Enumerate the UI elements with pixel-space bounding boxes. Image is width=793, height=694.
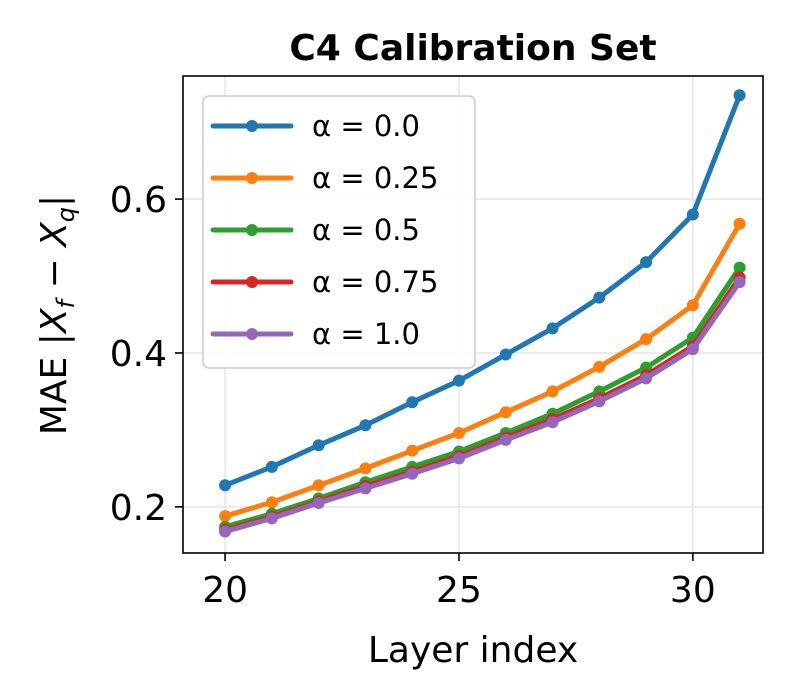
legend-marker [246,328,258,340]
y-axis-label: MAE |Xf − Xq| [34,195,80,435]
data-point [499,406,512,419]
x-tick-label: 20 [202,570,248,611]
series-line [222,92,743,488]
data-point [593,291,606,304]
data-point [640,256,653,269]
data-point [359,419,372,432]
data-point [686,299,699,312]
x-tick-label: 30 [670,570,716,611]
legend-item: α = 1.0 [210,317,420,351]
legend-item: α = 0.0 [210,109,420,143]
legend-item: α = 0.75 [210,265,438,299]
series-1 [219,217,746,523]
legend-label: α = 0.0 [312,109,420,143]
legend-box [202,95,476,369]
legend-label: α = 1.0 [312,317,420,351]
chart-title: C4 Calibration Set [289,28,656,69]
data-point [640,333,653,346]
data-point [546,322,559,335]
plot-frame [182,75,764,554]
data-point [312,479,325,492]
series-line [222,279,743,534]
data-point [312,439,325,452]
legend-label: α = 0.75 [312,265,438,299]
legend-item: α = 0.25 [210,161,438,195]
data-point [686,343,699,356]
data-point [546,416,559,429]
y-tick-label: 0.6 [110,180,167,221]
data-point [499,433,512,446]
data-point [546,385,559,398]
data-point [219,510,232,523]
data-point [686,208,699,221]
legend-item: α = 0.5 [210,213,420,247]
legend-label: α = 0.25 [312,161,438,195]
legend-marker [246,276,258,288]
data-point [640,372,653,385]
data-point [406,396,419,409]
data-point [452,452,465,465]
data-point [406,444,419,457]
x-tick-label: 25 [436,570,482,611]
series-line [222,265,743,530]
data-point [733,261,746,274]
data-point [219,525,232,538]
y-tick-label: 0.2 [110,488,167,529]
data-point [406,467,419,480]
series-4 [219,276,746,538]
data-point [452,426,465,439]
legend: α = 0.0 α = 0.25 α = 0.5 α = 0.75 α = 1.0 [202,95,476,369]
series-0 [219,89,746,492]
data-point [733,217,746,230]
legend-marker [246,224,258,236]
legend-marker [246,120,258,132]
series-line [222,221,743,519]
data-point [265,496,278,509]
data-point [359,462,372,475]
data-point [219,479,232,492]
data-point [312,496,325,509]
data-point [593,395,606,408]
data-point [499,348,512,361]
series-lines [219,89,746,538]
y-tick-label: 0.4 [110,334,167,375]
data-point [593,360,606,373]
data-point [733,89,746,102]
axis-ticks: 20 25 30 0.2 0.4 0.6 [110,180,716,611]
data-point [452,374,465,387]
x-axis-label: Layer index [368,630,578,671]
legend-label: α = 0.5 [312,213,420,247]
legend-marker [246,172,258,184]
data-point [733,276,746,289]
data-point [265,460,278,473]
data-point [265,512,278,525]
data-point [359,482,372,495]
